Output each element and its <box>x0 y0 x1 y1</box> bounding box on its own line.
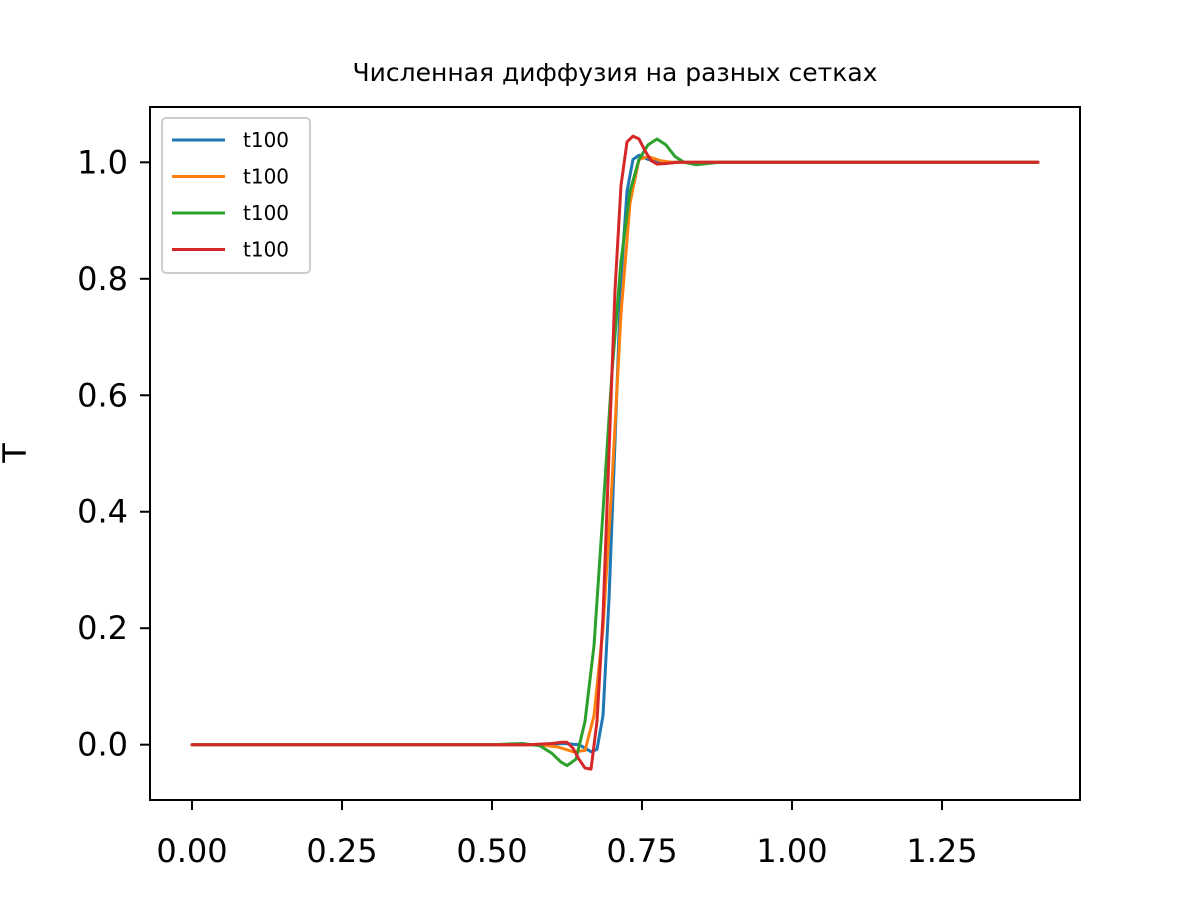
x-axis-label: x <box>606 888 625 900</box>
legend: t100 t100 t100 t100 <box>161 117 311 274</box>
legend-label: t100 <box>243 128 289 152</box>
chart-title: Численная диффузия на разных сетках <box>353 58 878 87</box>
x-tick-label: 0.25 <box>306 832 377 870</box>
y-axis: 0.0 0.2 0.4 0.6 0.8 1.0 <box>77 143 150 764</box>
x-tick-label: 0.75 <box>606 832 677 870</box>
series-line-2 <box>190 155 1040 754</box>
legend-label: t100 <box>243 165 289 189</box>
plot-frame <box>149 106 1081 801</box>
series-layer <box>190 134 1040 771</box>
x-tick-label: 1.25 <box>906 832 977 870</box>
y-tick-label: 1.0 <box>77 143 128 181</box>
legend-label: t100 <box>243 201 289 225</box>
legend-label: t100 <box>243 238 289 262</box>
series-line-4 <box>190 134 1040 771</box>
x-tick-label: 0.50 <box>456 832 527 870</box>
y-tick-label: 0.4 <box>77 493 128 531</box>
y-tick-label: 0.2 <box>77 609 128 647</box>
y-tick-label: 0.8 <box>77 260 128 298</box>
x-axis: 0.00 0.25 0.50 0.75 1.00 1.25 <box>156 800 978 870</box>
y-tick-label: 0.0 <box>77 726 128 764</box>
x-tick-label: 1.00 <box>756 832 827 870</box>
y-tick-label: 0.6 <box>77 376 128 414</box>
x-tick-label: 0.00 <box>156 832 227 870</box>
y-axis-label: T <box>0 443 34 464</box>
legend-box <box>161 117 311 274</box>
series-line-3 <box>190 137 1040 768</box>
